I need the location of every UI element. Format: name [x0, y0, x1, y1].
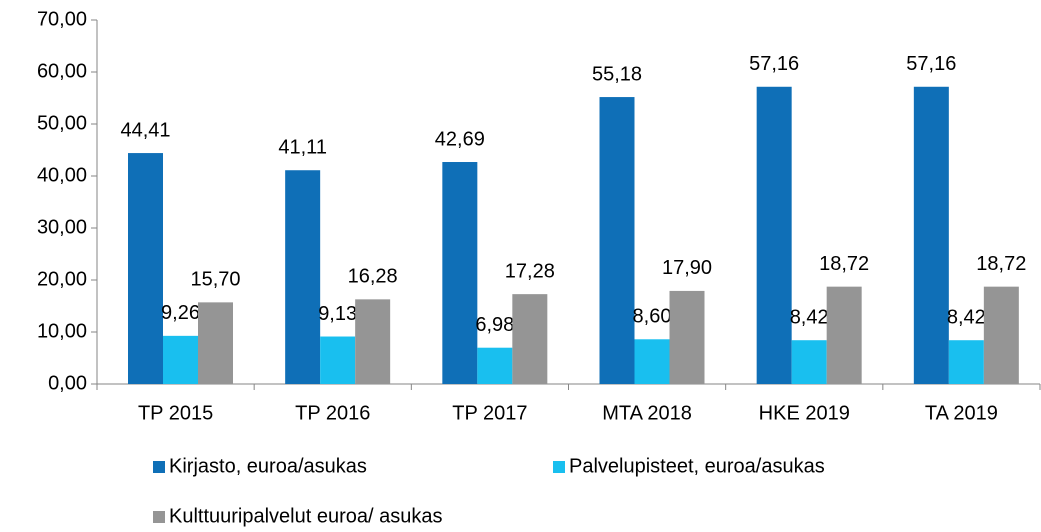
- legend-swatch: [153, 461, 165, 473]
- legend-swatch: [153, 511, 165, 523]
- x-tick-label: TP 2015: [138, 402, 213, 424]
- bar: [669, 290, 705, 384]
- data-label: 8,60: [633, 306, 672, 328]
- data-label: 17,28: [505, 260, 555, 282]
- x-tick-label: HKE 2019: [759, 402, 850, 424]
- data-label: 18,72: [976, 253, 1026, 275]
- y-tick-label: 20,00: [37, 268, 87, 290]
- data-label: 15,70: [190, 269, 240, 291]
- y-tick-label: 10,00: [37, 320, 87, 342]
- y-tick-label: 30,00: [37, 216, 87, 238]
- x-tick-label: TP 2016: [295, 402, 370, 424]
- data-label: 44,41: [120, 119, 170, 141]
- x-tick-label: MTA 2018: [602, 402, 692, 424]
- bar: [442, 162, 478, 384]
- data-label: 6,98: [475, 314, 514, 336]
- data-label: 17,90: [662, 257, 712, 279]
- bar: [198, 302, 233, 384]
- bar: [913, 86, 949, 384]
- bar: [320, 336, 356, 384]
- bar: [128, 153, 163, 384]
- data-label: 9,26: [161, 302, 200, 324]
- legend-label: Kirjasto, euroa/asukas: [169, 455, 367, 477]
- bar: [163, 335, 198, 384]
- bar: [948, 340, 984, 384]
- y-tick-label: 0,00: [48, 372, 87, 394]
- bar: [756, 86, 792, 384]
- data-label: 42,69: [435, 128, 485, 150]
- bar: [826, 286, 862, 384]
- data-label: 55,18: [592, 63, 642, 85]
- legend-label: Kulttuuripalvelut euroa/ asukas: [169, 505, 443, 527]
- legend-label: Palvelupisteet, euroa/asukas: [569, 455, 825, 477]
- legend-swatch: [553, 461, 565, 473]
- y-tick-label: 60,00: [37, 60, 87, 82]
- data-label: 8,42: [947, 306, 986, 328]
- y-tick-label: 50,00: [37, 112, 87, 134]
- data-label: 18,72: [819, 253, 869, 275]
- bar: [477, 347, 513, 384]
- x-tick-label: TP 2017: [452, 402, 527, 424]
- x-tick-label: TA 2019: [925, 402, 998, 424]
- bar: [512, 294, 548, 384]
- data-label: 8,42: [790, 306, 829, 328]
- bar: [634, 339, 670, 384]
- bar: [599, 97, 635, 385]
- y-tick-label: 70,00: [37, 8, 87, 30]
- bar: [983, 286, 1019, 384]
- y-tick-label: 40,00: [37, 164, 87, 186]
- data-label: 9,13: [318, 303, 357, 325]
- data-label: 41,11: [278, 137, 327, 159]
- bar: [355, 299, 391, 384]
- data-label: 57,16: [906, 53, 956, 75]
- data-label: 16,28: [348, 266, 398, 288]
- data-label: 57,16: [749, 53, 799, 75]
- bar: [791, 340, 827, 384]
- bar: [285, 170, 321, 384]
